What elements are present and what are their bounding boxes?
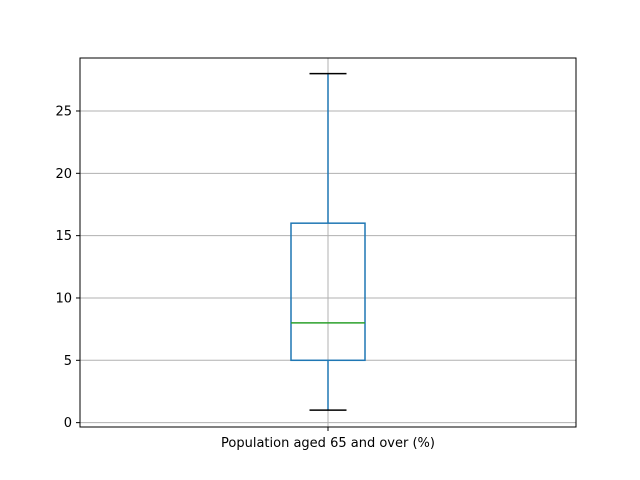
y-tick-label: 15: [55, 229, 72, 244]
y-tick-label: 25: [55, 104, 72, 119]
y-tick-label: 0: [64, 416, 72, 431]
y-tick-label: 20: [55, 167, 72, 182]
box-iqr: [290, 222, 366, 362]
x-axis: Population aged 65 and over (%): [221, 427, 435, 451]
y-tick-label: 10: [55, 291, 72, 306]
chart-marks: [290, 72, 366, 411]
x-tick-label: Population aged 65 and over (%): [221, 436, 435, 451]
y-axis: 0 5 10 15 20 25: [55, 104, 80, 431]
y-tick-label: 5: [64, 354, 72, 369]
